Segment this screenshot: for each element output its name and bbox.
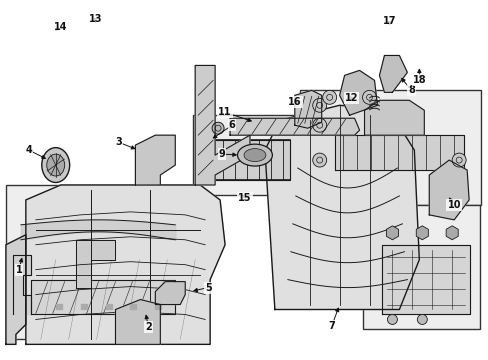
Bar bbox=[6, 185, 185, 339]
Polygon shape bbox=[364, 100, 424, 135]
Text: 6: 6 bbox=[228, 120, 235, 130]
Ellipse shape bbox=[47, 154, 64, 176]
Bar bbox=[105, 303, 111, 310]
Polygon shape bbox=[26, 185, 224, 345]
Text: 3: 3 bbox=[115, 137, 122, 147]
Text: 10: 10 bbox=[447, 200, 460, 210]
Text: 8: 8 bbox=[407, 85, 414, 95]
Polygon shape bbox=[382, 245, 469, 315]
Text: 11: 11 bbox=[218, 107, 231, 117]
Polygon shape bbox=[264, 105, 419, 310]
Text: 18: 18 bbox=[412, 75, 425, 85]
Text: 1: 1 bbox=[16, 265, 22, 275]
Text: 5: 5 bbox=[204, 283, 211, 293]
Circle shape bbox=[322, 90, 336, 104]
Polygon shape bbox=[31, 280, 175, 315]
Polygon shape bbox=[229, 118, 359, 135]
Text: 2: 2 bbox=[145, 323, 151, 332]
Bar bbox=[362, 205, 479, 329]
Polygon shape bbox=[294, 90, 321, 128]
Polygon shape bbox=[6, 235, 26, 345]
Polygon shape bbox=[135, 135, 175, 185]
Polygon shape bbox=[13, 255, 31, 315]
Bar bbox=[193, 115, 297, 195]
Bar bbox=[130, 303, 136, 310]
Ellipse shape bbox=[41, 148, 69, 183]
Text: 4: 4 bbox=[25, 145, 32, 155]
Circle shape bbox=[312, 153, 326, 167]
Bar bbox=[299, 90, 480, 205]
Text: 12: 12 bbox=[344, 93, 358, 103]
Circle shape bbox=[212, 122, 224, 134]
Polygon shape bbox=[379, 55, 407, 92]
Bar bbox=[81, 303, 86, 310]
Ellipse shape bbox=[237, 144, 272, 166]
Circle shape bbox=[416, 315, 427, 324]
Circle shape bbox=[451, 153, 465, 167]
Polygon shape bbox=[76, 240, 115, 288]
Text: 13: 13 bbox=[89, 14, 102, 24]
Text: 9: 9 bbox=[218, 149, 225, 159]
Text: 7: 7 bbox=[327, 321, 334, 332]
Polygon shape bbox=[428, 160, 468, 220]
Bar bbox=[155, 303, 161, 310]
Ellipse shape bbox=[244, 149, 265, 162]
Polygon shape bbox=[155, 282, 185, 305]
Circle shape bbox=[312, 118, 326, 132]
Polygon shape bbox=[115, 300, 160, 345]
Circle shape bbox=[312, 98, 326, 112]
Text: 14: 14 bbox=[54, 22, 67, 32]
Text: 16: 16 bbox=[287, 97, 301, 107]
Polygon shape bbox=[195, 66, 249, 185]
Polygon shape bbox=[201, 140, 289, 180]
Polygon shape bbox=[339, 71, 377, 115]
Text: 15: 15 bbox=[238, 193, 251, 203]
Text: 17: 17 bbox=[382, 15, 395, 26]
Bar bbox=[56, 303, 61, 310]
Circle shape bbox=[362, 90, 376, 104]
Circle shape bbox=[386, 315, 397, 324]
Polygon shape bbox=[334, 135, 463, 170]
